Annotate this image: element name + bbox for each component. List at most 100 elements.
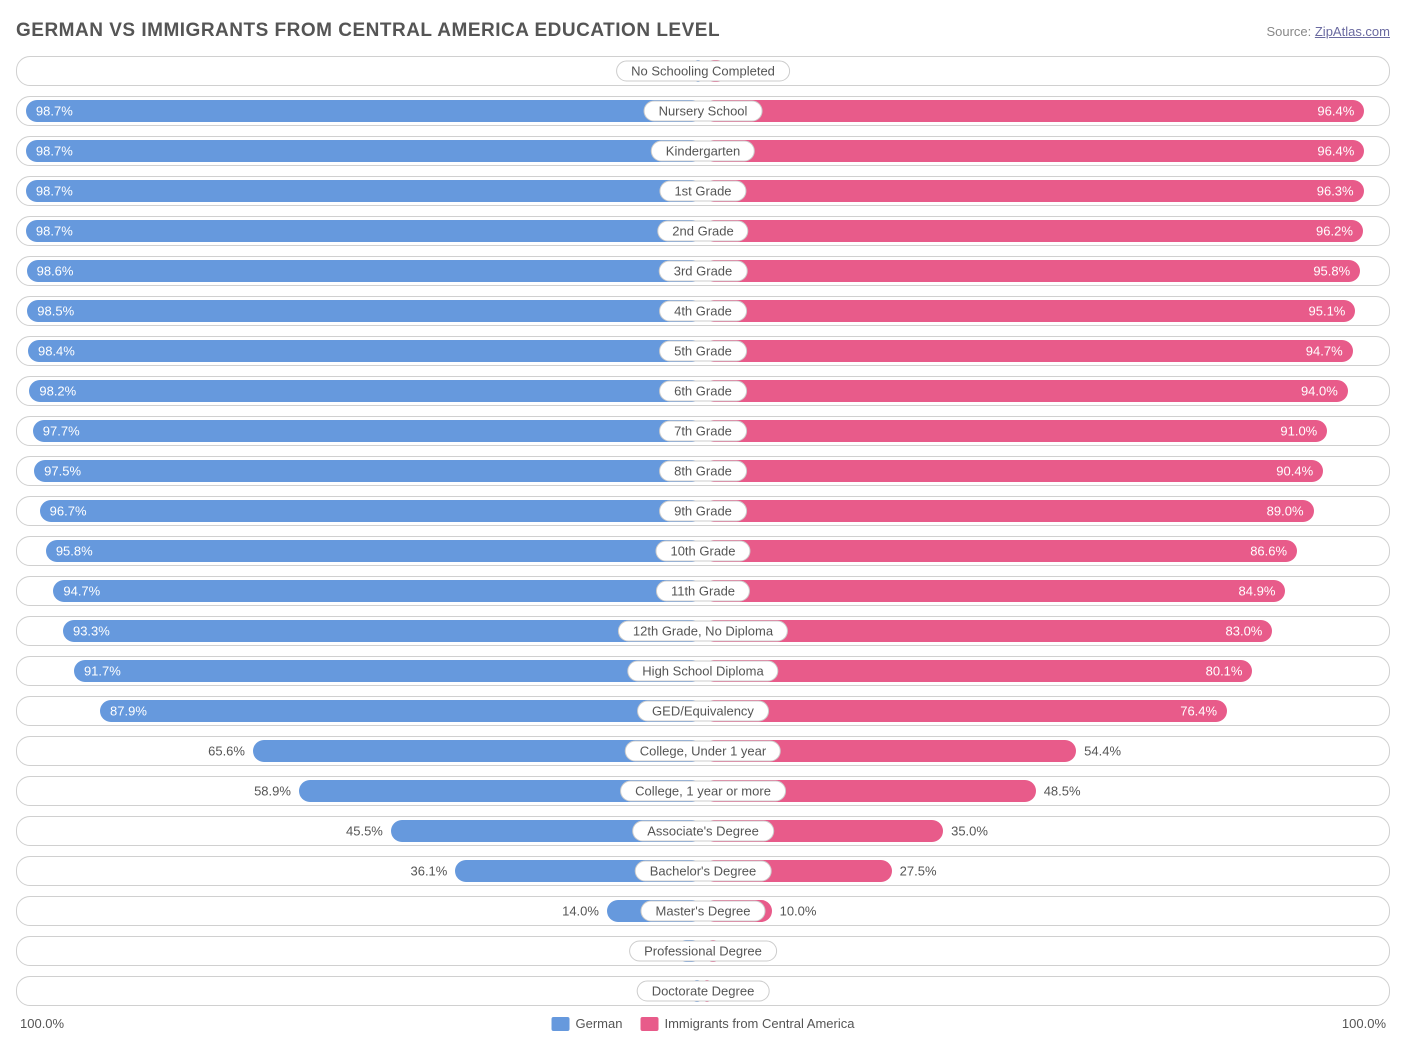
bar-row: 14.0%10.0%Master's Degree xyxy=(16,896,1390,926)
bar-immigrants: 90.4% xyxy=(703,460,1323,482)
bar-german: 98.4% xyxy=(28,340,703,362)
bar-label-immigrants: 96.3% xyxy=(1317,184,1354,199)
bar-label-german: 98.7% xyxy=(36,184,73,199)
category-label: Doctorate Degree xyxy=(637,981,770,1002)
bar-label-german: 98.6% xyxy=(37,264,74,279)
bar-immigrants: 94.7% xyxy=(703,340,1353,362)
bar-immigrants: 95.8% xyxy=(703,260,1360,282)
bar-label-immigrants: 48.5% xyxy=(1044,784,1081,799)
bar-row: 4.1%2.9%Professional Degree xyxy=(16,936,1390,966)
category-label: 4th Grade xyxy=(659,301,747,322)
bar-german: 91.7% xyxy=(74,660,703,682)
bar-label-immigrants: 94.7% xyxy=(1306,344,1343,359)
bar-row: 97.7%91.0%7th Grade xyxy=(16,416,1390,446)
category-label: Associate's Degree xyxy=(632,821,774,842)
bar-label-immigrants: 94.0% xyxy=(1301,384,1338,399)
axis-max-left: 100.0% xyxy=(20,1016,64,1031)
bar-german: 98.2% xyxy=(29,380,703,402)
bar-label-german: 14.0% xyxy=(562,904,599,919)
category-label: Nursery School xyxy=(644,101,763,122)
bar-immigrants: 96.2% xyxy=(703,220,1363,242)
category-label: 5th Grade xyxy=(659,341,747,362)
legend-swatch-german xyxy=(552,1017,570,1031)
category-label: Bachelor's Degree xyxy=(635,861,772,882)
bar-row: 98.4% 94.7% 5th Grade xyxy=(16,336,1390,366)
diverging-bar-chart: 1.4%3.6%No Schooling Completed98.7%96.4%… xyxy=(16,56,1390,1006)
category-label: 1st Grade xyxy=(659,181,746,202)
category-label: No Schooling Completed xyxy=(616,61,790,82)
bar-row: 97.5%90.4%8th Grade xyxy=(16,456,1390,486)
bar-german: 98.6% xyxy=(27,260,703,282)
legend-swatch-immigrants xyxy=(640,1017,658,1031)
source-link[interactable]: ZipAtlas.com xyxy=(1315,24,1390,39)
bar-label-immigrants: 86.6% xyxy=(1250,544,1287,559)
bar-row: 36.1%27.5%Bachelor's Degree xyxy=(16,856,1390,886)
bar-row: 98.7%96.2%2nd Grade xyxy=(16,216,1390,246)
category-label: 12th Grade, No Diploma xyxy=(618,621,788,642)
category-label: 11th Grade xyxy=(656,581,750,602)
bar-immigrants: 95.1% xyxy=(703,300,1355,322)
bar-immigrants: 96.4% xyxy=(703,100,1364,122)
bar-label-german: 98.4% xyxy=(38,344,75,359)
bar-row: 1.8%1.2%Doctorate Degree xyxy=(16,976,1390,1006)
legend-label-german: German xyxy=(576,1016,623,1031)
bar-label-german: 95.8% xyxy=(56,544,93,559)
bar-label-german: 96.7% xyxy=(50,504,87,519)
bar-row: 98.7% 96.4% Nursery School xyxy=(16,96,1390,126)
chart-header: GERMAN VS IMMIGRANTS FROM CENTRAL AMERIC… xyxy=(16,20,1390,42)
chart-footer: 100.0% German Immigrants from Central Am… xyxy=(16,1016,1390,1040)
bar-row: 91.7%80.1%High School Diploma xyxy=(16,656,1390,686)
bar-label-immigrants: 27.5% xyxy=(900,864,937,879)
category-label: Kindergarten xyxy=(651,141,755,162)
bar-label-german: 98.7% xyxy=(36,224,73,239)
bar-label-immigrants: 96.2% xyxy=(1316,224,1353,239)
bar-label-german: 97.7% xyxy=(43,424,80,439)
axis-max-right: 100.0% xyxy=(1342,1016,1386,1031)
category-label: College, 1 year or more xyxy=(620,781,786,802)
bar-german: 98.7% xyxy=(26,140,703,162)
bar-label-immigrants: 10.0% xyxy=(780,904,817,919)
bar-row: 45.5%35.0%Associate's Degree xyxy=(16,816,1390,846)
bar-label-immigrants: 89.0% xyxy=(1267,504,1304,519)
bar-label-immigrants: 84.9% xyxy=(1239,584,1276,599)
bar-label-german: 97.5% xyxy=(44,464,81,479)
bar-row: 94.7% 84.9% 11th Grade xyxy=(16,576,1390,606)
bar-row: 98.6%95.8%3rd Grade xyxy=(16,256,1390,286)
bar-row: 98.7% 96.4%Kindergarten xyxy=(16,136,1390,166)
bar-label-german: 45.5% xyxy=(346,824,383,839)
bar-immigrants: 84.9% xyxy=(703,580,1285,602)
bar-label-german: 91.7% xyxy=(84,664,121,679)
bar-label-german: 98.5% xyxy=(37,304,74,319)
bar-german: 98.7% xyxy=(26,100,703,122)
bar-label-german: 94.7% xyxy=(63,584,100,599)
bar-immigrants: 91.0% xyxy=(703,420,1327,442)
bar-row: 87.9%76.4%GED/Equivalency xyxy=(16,696,1390,726)
category-label: 9th Grade xyxy=(659,501,747,522)
bar-label-immigrants: 95.8% xyxy=(1313,264,1350,279)
bar-label-immigrants: 95.1% xyxy=(1309,304,1346,319)
bar-immigrants: 96.4% xyxy=(703,140,1364,162)
source-attribution: Source: ZipAtlas.com xyxy=(1266,24,1390,39)
bar-row: 95.8%86.6%10th Grade xyxy=(16,536,1390,566)
legend-item-immigrants: Immigrants from Central America xyxy=(640,1016,854,1031)
bar-german: 93.3% xyxy=(63,620,703,642)
category-label: College, Under 1 year xyxy=(625,741,781,762)
bar-row: 58.9% 48.5% College, 1 year or more xyxy=(16,776,1390,806)
bar-label-german: 58.9% xyxy=(254,784,291,799)
bar-label-german: 98.7% xyxy=(36,144,73,159)
bar-german: 98.5% xyxy=(27,300,703,322)
source-prefix: Source: xyxy=(1266,24,1314,39)
bar-immigrants: 76.4% xyxy=(703,700,1227,722)
bar-row: 98.5% 95.1% 4th Grade xyxy=(16,296,1390,326)
bar-immigrants: 96.3% xyxy=(703,180,1364,202)
category-label: Professional Degree xyxy=(629,941,777,962)
bar-german: 87.9% xyxy=(100,700,703,722)
bar-label-german: 98.7% xyxy=(36,104,73,119)
bar-german: 94.7% xyxy=(53,580,703,602)
bar-immigrants: 89.0% xyxy=(703,500,1314,522)
bar-label-german: 65.6% xyxy=(208,744,245,759)
legend-label-immigrants: Immigrants from Central America xyxy=(664,1016,854,1031)
bar-row: 96.7% 89.0% 9th Grade xyxy=(16,496,1390,526)
bar-label-immigrants: 96.4% xyxy=(1317,104,1354,119)
category-label: High School Diploma xyxy=(627,661,778,682)
